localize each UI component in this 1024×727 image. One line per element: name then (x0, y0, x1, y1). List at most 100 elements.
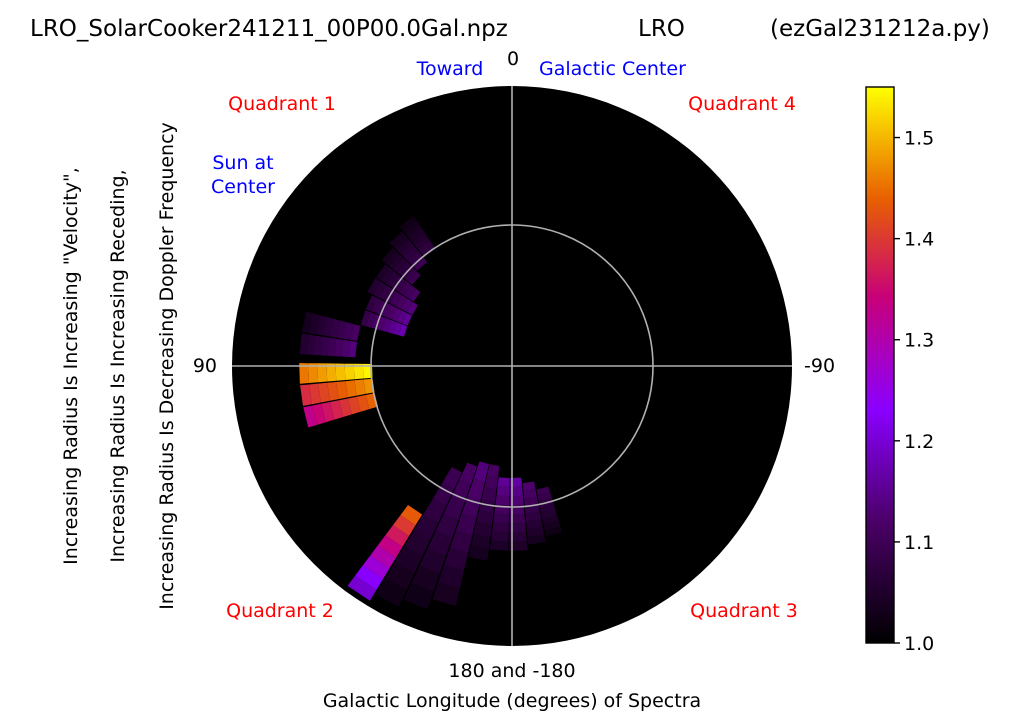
wedge-cell (473, 461, 489, 482)
wedge-cell (404, 285, 416, 299)
quadrant-2-label: Quadrant 2 (226, 600, 334, 622)
wedge-cell (341, 339, 351, 357)
wedge-cell (350, 324, 361, 341)
wedge-cell (330, 400, 344, 420)
wedge-cell (523, 489, 537, 499)
wedge-cell (353, 363, 364, 380)
wedge-cell (390, 291, 402, 307)
wedge-cell (493, 513, 509, 524)
wedge-cell (526, 519, 543, 530)
wedge-cell (385, 562, 415, 590)
wedge-cell (484, 475, 498, 490)
wedge-cell (373, 281, 387, 298)
wedge-cell (393, 322, 403, 336)
wedge-cell (421, 244, 436, 257)
quadrant-1-label: Quadrant 1 (228, 93, 336, 115)
wedge-cell (389, 231, 406, 247)
wedge-cell (495, 495, 510, 506)
wedge-cell (406, 250, 421, 264)
wedge-cell (473, 522, 492, 537)
wedge-cell (509, 541, 528, 551)
colorbar (865, 86, 895, 644)
wedge-cell (378, 284, 392, 301)
wedge-cell (444, 547, 469, 571)
wedge-cell (365, 295, 377, 312)
wedge-cell (419, 548, 446, 574)
wedge-cell (385, 271, 399, 287)
wedge-cell (467, 478, 485, 500)
wedge-cell (327, 382, 339, 401)
wedge-cell (391, 307, 402, 322)
wedge-cell (393, 258, 407, 273)
wedge-cell (543, 520, 561, 531)
annotation-galactic-center: Galactic Center (539, 58, 686, 80)
wedge-cell (354, 379, 366, 396)
wedge-cell (309, 383, 321, 405)
wedge-cell (536, 486, 551, 496)
wedge-cell (435, 514, 459, 538)
wedge-cell (399, 216, 417, 231)
wedge-cell (313, 335, 323, 356)
spectrum-wedge-15 (432, 461, 489, 606)
xlabel: Galactic Longitude (degrees) of Spectra (323, 690, 701, 712)
header-file: LRO_SolarCooker241211_00P00.0Gal.npz (30, 16, 508, 42)
wedge-cell (442, 467, 462, 490)
wedge-cell (300, 384, 312, 406)
wedge-cell (347, 396, 361, 415)
wedge-cell (306, 334, 316, 355)
spectrum-wedge-14 (403, 462, 477, 610)
ylabel-line-2: Increasing Radius Is Increasing Receding… (107, 169, 129, 562)
annotation-sun-line2: Center (211, 176, 275, 198)
wedge-cell (468, 545, 489, 561)
colorbar-ticks: 1.0 1.1 1.2 1.3 1.4 1.5 (894, 128, 934, 655)
spectrum-wedge-0 (299, 363, 373, 384)
wedge-cell (491, 531, 509, 542)
wedge-cell (315, 315, 327, 336)
wedge-cell (299, 333, 309, 355)
wedge-cell (432, 482, 454, 506)
wedge-cell (450, 530, 473, 553)
wedge-cell (471, 533, 491, 549)
wedge-cell (382, 318, 392, 333)
spectrum-wedge-11 (399, 216, 436, 257)
colorbar-tick-label: 1.3 (904, 330, 934, 352)
header-station: LRO (638, 16, 685, 42)
wedge-cell (397, 261, 411, 276)
wedge-cell (308, 313, 320, 335)
wedge-cell (542, 515, 559, 525)
wedge-cell (322, 317, 334, 337)
wedge-cell (402, 313, 412, 326)
wedge-cell (376, 264, 390, 281)
wedge-cell (362, 555, 390, 580)
wedge-cell (537, 492, 552, 502)
spectrum-wedge-6 (365, 295, 412, 326)
wedge-cell (339, 398, 352, 417)
wedge-cell (386, 305, 397, 320)
wedge-cell (400, 505, 423, 526)
wedge-cell (390, 274, 403, 290)
wedge-cell (408, 288, 421, 302)
wedge-cell (522, 481, 536, 491)
wedge-cell (510, 477, 523, 488)
wedge-cell (496, 486, 510, 497)
header-program: (ezGal231212a.py) (770, 16, 990, 42)
wedge-cell (461, 495, 481, 518)
colorbar-tick-label: 1.0 (904, 633, 934, 655)
wedge-cell (408, 228, 425, 242)
wedge-cell (539, 503, 556, 513)
wedge-cell (413, 258, 428, 271)
wedge-cell (541, 509, 557, 519)
tick-top: 0 (507, 48, 519, 70)
wedge-cell (371, 297, 382, 314)
wedge-cell (356, 395, 370, 412)
ylabel-line-1: Increasing Radius Is Increasing "Velocit… (60, 167, 82, 565)
ylabel-line-3: Increasing Radius Is Decreasing Doppler … (156, 122, 178, 610)
wedge-cell (415, 236, 430, 250)
wedge-cell (345, 380, 357, 398)
wedge-cell (526, 526, 545, 537)
wedge-cell (527, 534, 546, 545)
wedge-cell (402, 220, 420, 234)
spectrum-wedge-16 (468, 464, 500, 561)
wedge-cell (336, 381, 348, 400)
